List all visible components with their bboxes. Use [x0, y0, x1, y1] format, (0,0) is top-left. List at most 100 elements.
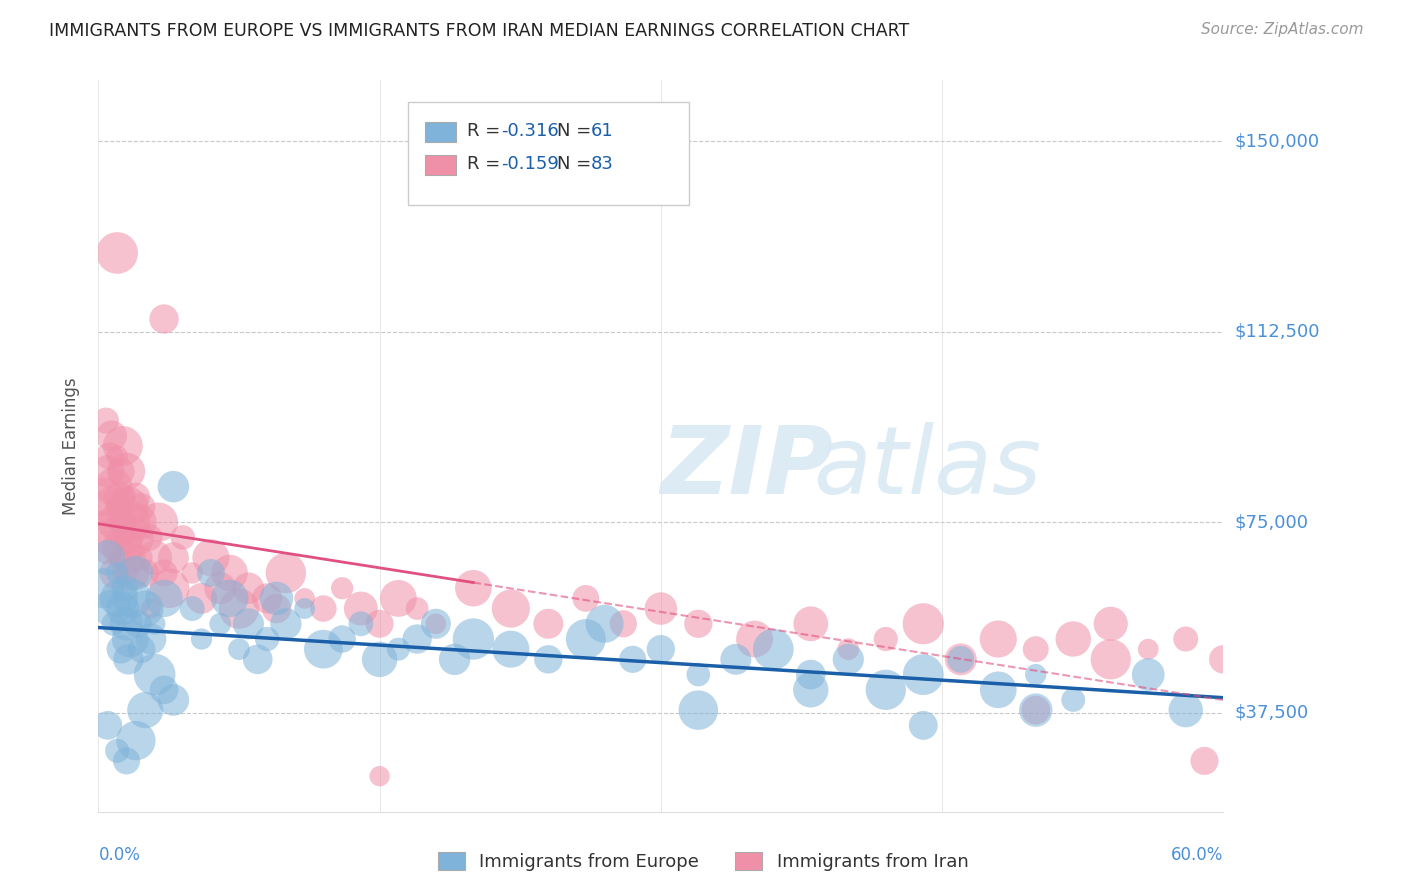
Point	[875, 632, 897, 646]
Text: ZIP: ZIP	[661, 422, 834, 514]
Point	[122, 530, 145, 544]
Point	[1194, 754, 1216, 768]
Text: $75,000: $75,000	[1234, 513, 1309, 532]
Point	[330, 581, 353, 595]
Point	[139, 601, 162, 615]
Point	[93, 490, 115, 504]
Point	[143, 550, 166, 565]
Point	[125, 490, 148, 504]
Point	[134, 703, 156, 717]
Point	[100, 429, 122, 443]
Text: 61: 61	[591, 122, 614, 140]
Point	[294, 591, 316, 606]
Point	[128, 550, 150, 565]
Point	[537, 616, 560, 631]
Point	[368, 616, 391, 631]
Point	[153, 682, 176, 697]
Point	[387, 591, 409, 606]
Point	[218, 591, 240, 606]
Point	[1137, 642, 1160, 657]
Point	[1099, 652, 1122, 666]
Point	[115, 754, 138, 768]
Text: 60.0%: 60.0%	[1171, 847, 1223, 864]
Text: Source: ZipAtlas.com: Source: ZipAtlas.com	[1201, 22, 1364, 37]
Text: -0.159: -0.159	[501, 155, 560, 173]
Point	[162, 693, 184, 707]
Point	[987, 632, 1010, 646]
Point	[100, 601, 122, 615]
Point	[162, 550, 184, 565]
Point	[103, 616, 125, 631]
Point	[274, 616, 297, 631]
Point	[200, 550, 222, 565]
Point	[575, 632, 598, 646]
Point	[117, 652, 139, 666]
Point	[499, 642, 522, 657]
Point	[1174, 632, 1197, 646]
Point	[463, 581, 485, 595]
Point	[425, 616, 447, 631]
Point	[266, 591, 288, 606]
Point	[125, 566, 148, 580]
Point	[127, 515, 149, 529]
Point	[97, 464, 120, 478]
Point	[209, 581, 232, 595]
Point	[97, 541, 120, 555]
Point	[238, 616, 260, 631]
Point	[108, 591, 131, 606]
Text: IMMIGRANTS FROM EUROPE VS IMMIGRANTS FROM IRAN MEDIAN EARNINGS CORRELATION CHART: IMMIGRANTS FROM EUROPE VS IMMIGRANTS FRO…	[49, 22, 910, 40]
Point	[127, 616, 149, 631]
Point	[200, 566, 222, 580]
Point	[93, 581, 115, 595]
Point	[159, 581, 181, 595]
Point	[153, 591, 176, 606]
Point	[94, 414, 117, 428]
FancyBboxPatch shape	[425, 155, 456, 176]
Point	[387, 642, 409, 657]
Point	[246, 652, 269, 666]
Point	[330, 632, 353, 646]
Point	[134, 566, 156, 580]
Point	[238, 581, 260, 595]
Text: N =: N =	[557, 155, 598, 173]
Point	[115, 464, 138, 478]
Point	[143, 616, 166, 631]
Point	[949, 652, 972, 666]
Point	[120, 632, 142, 646]
Point	[312, 601, 335, 615]
Point	[111, 601, 134, 615]
Point	[117, 550, 139, 565]
Point	[153, 566, 176, 580]
Text: R =: R =	[467, 122, 506, 140]
Point	[1025, 667, 1047, 681]
Point	[650, 642, 672, 657]
Point	[134, 601, 156, 615]
Point	[103, 530, 125, 544]
Point	[949, 652, 972, 666]
Point	[172, 530, 194, 544]
Point	[98, 449, 121, 463]
Point	[800, 667, 823, 681]
Point	[114, 490, 136, 504]
Point	[131, 642, 153, 657]
Point	[209, 616, 232, 631]
Point	[1025, 703, 1047, 717]
Text: $150,000: $150,000	[1234, 132, 1319, 150]
Point	[912, 718, 935, 732]
Point	[1025, 642, 1047, 657]
Point	[105, 449, 128, 463]
Point	[131, 500, 153, 514]
Point	[138, 530, 160, 544]
Point	[110, 464, 132, 478]
Point	[875, 682, 897, 697]
Point	[688, 667, 710, 681]
Point	[912, 667, 935, 681]
Point	[115, 616, 138, 631]
Point	[148, 515, 170, 529]
Text: $112,500: $112,500	[1234, 323, 1320, 341]
Point	[463, 632, 485, 646]
Point	[987, 682, 1010, 697]
Point	[228, 642, 250, 657]
Point	[1174, 703, 1197, 717]
Point	[108, 490, 131, 504]
